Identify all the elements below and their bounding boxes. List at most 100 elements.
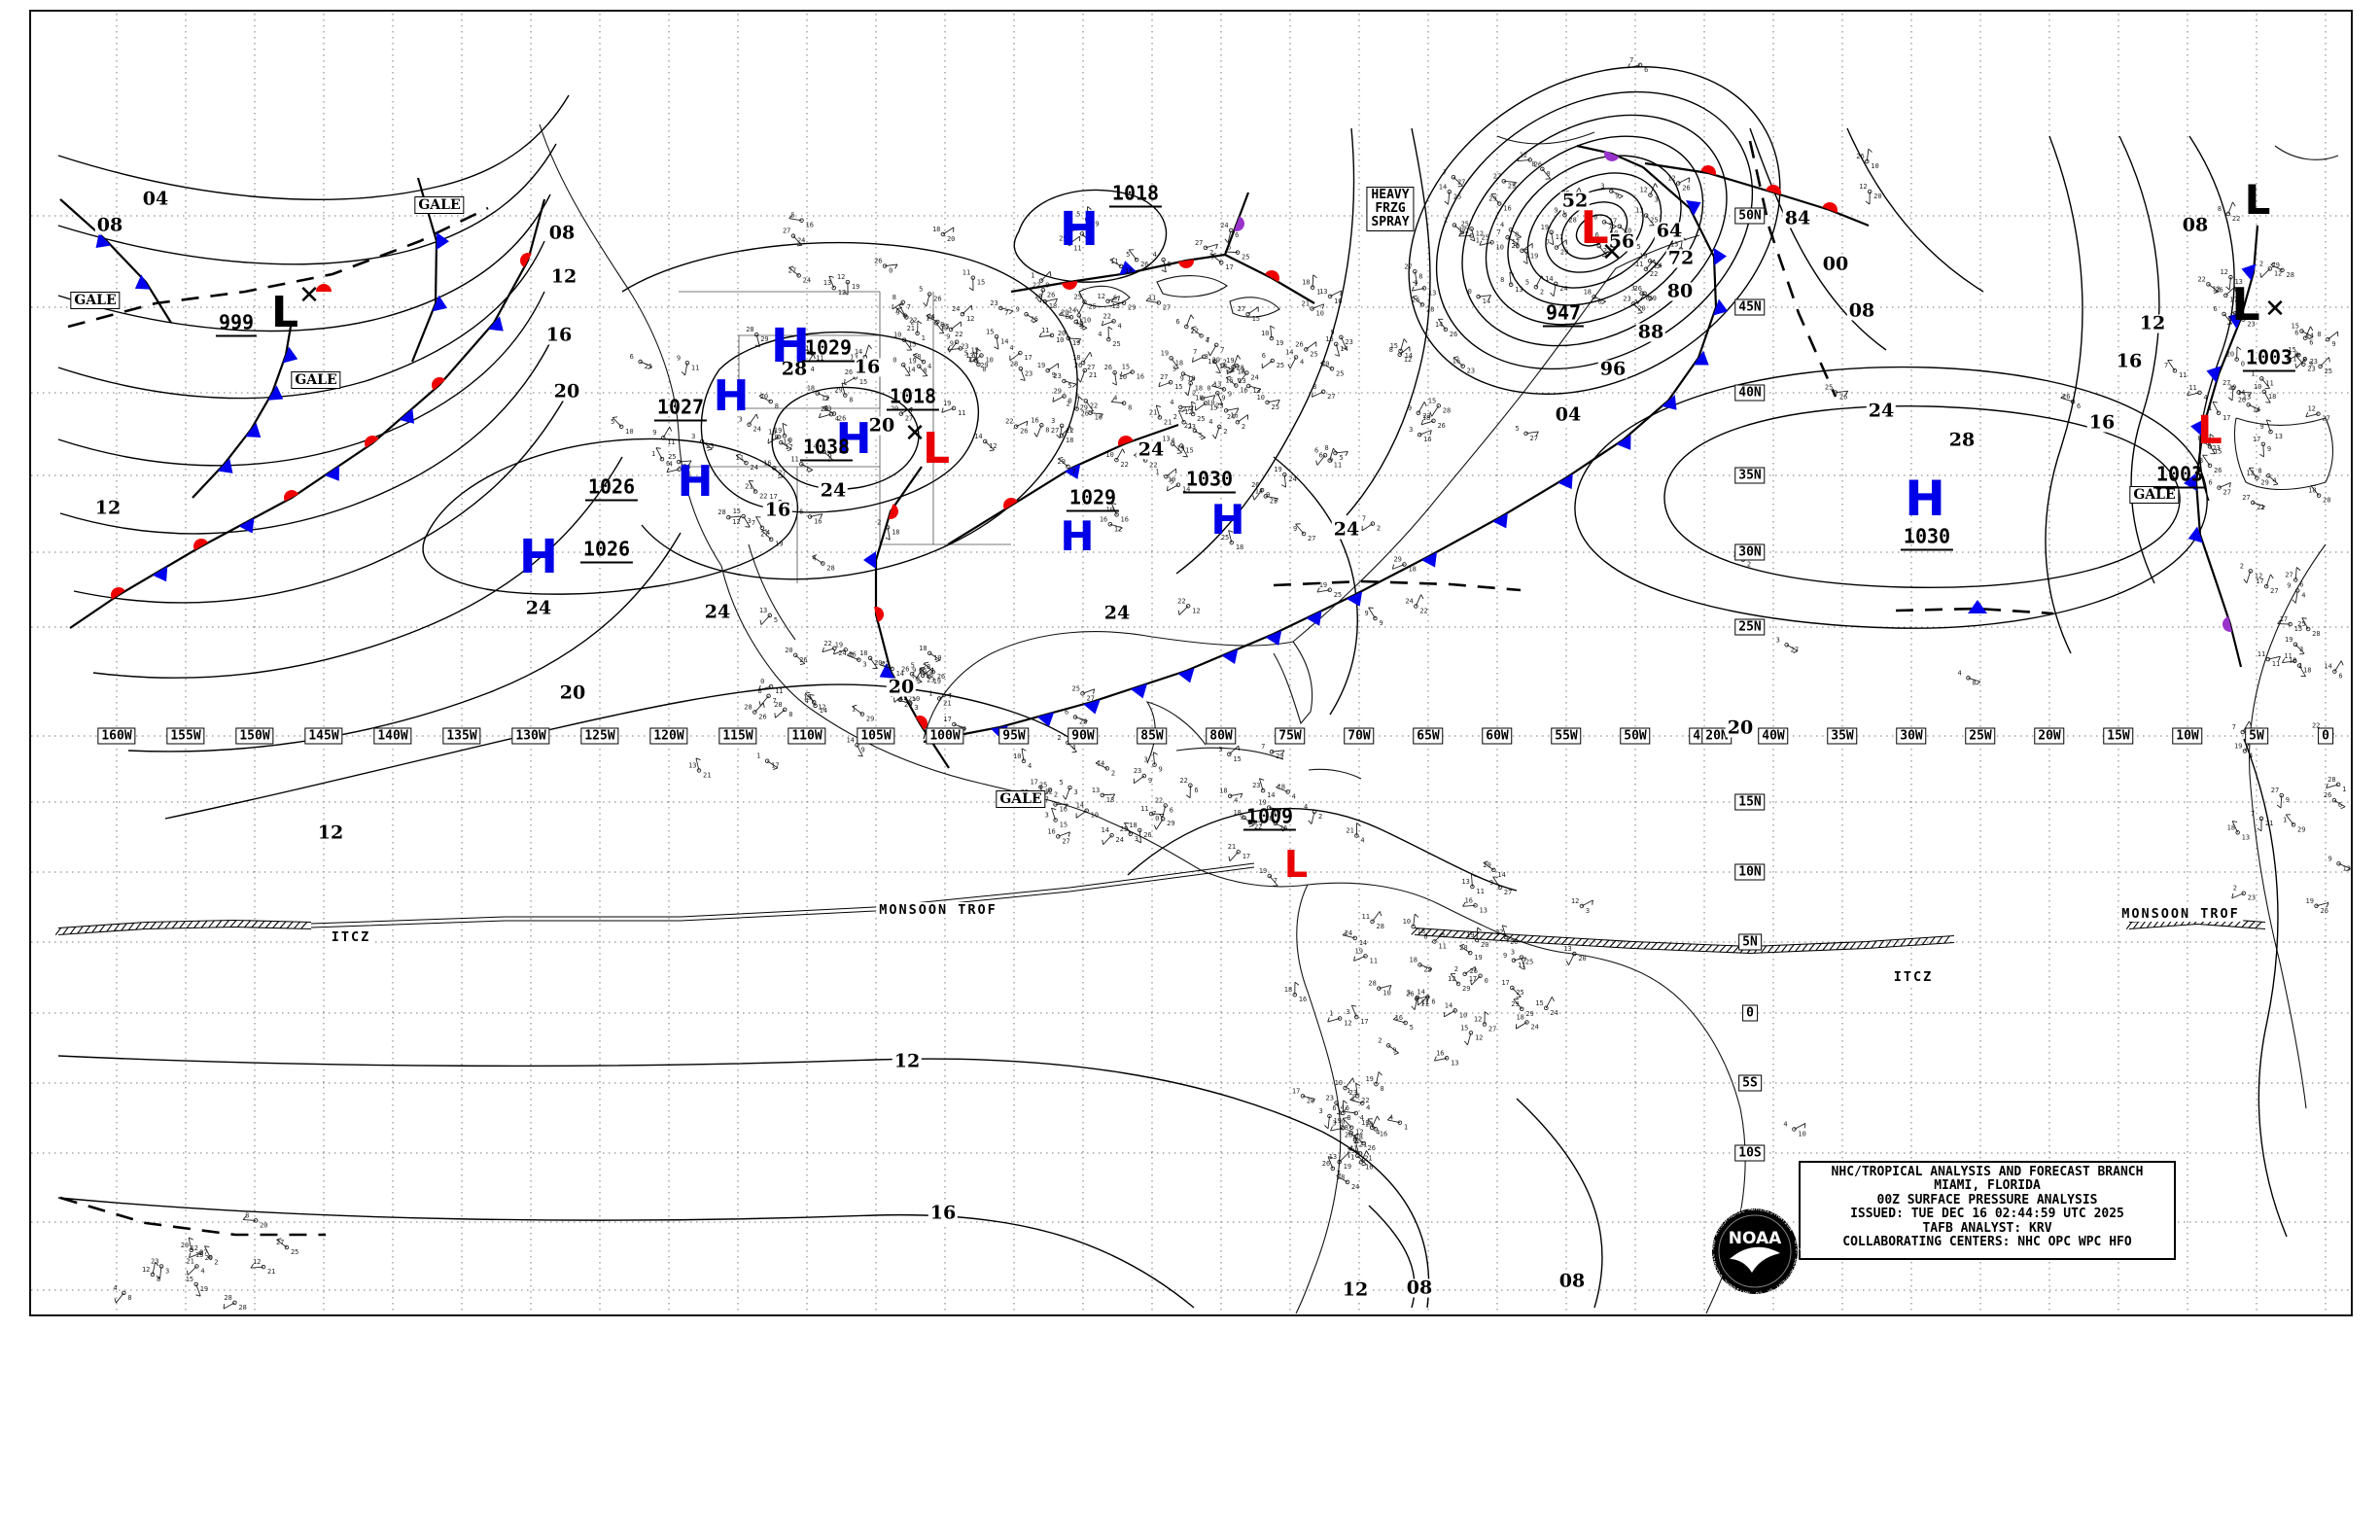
pressure-center-H-1026: H	[677, 457, 714, 507]
svg-text:18: 18	[1187, 375, 1195, 383]
svg-text:11: 11	[1362, 913, 1370, 921]
svg-text:20: 20	[1481, 941, 1488, 949]
svg-text:4: 4	[928, 363, 931, 370]
svg-text:22: 22	[955, 331, 962, 338]
itcz-label-1: ITCZ	[328, 929, 374, 945]
svg-text:16: 16	[1423, 436, 1431, 443]
svg-text:17: 17	[2253, 436, 2260, 443]
svg-text:11: 11	[667, 438, 675, 446]
svg-text:4: 4	[1118, 322, 1122, 330]
svg-text:10: 10	[1105, 451, 1113, 459]
svg-text:3: 3	[862, 661, 866, 669]
svg-text:1: 1	[1404, 1124, 1408, 1132]
pressure-center-H-1030: H	[1905, 471, 1945, 527]
svg-text:10: 10	[985, 357, 993, 365]
svg-text:19: 19	[1333, 1117, 1341, 1125]
svg-text:9: 9	[912, 667, 916, 675]
svg-text:12: 12	[966, 315, 974, 323]
svg-text:12: 12	[822, 395, 829, 402]
svg-text:18: 18	[919, 645, 927, 652]
svg-text:4: 4	[1171, 438, 1174, 445]
svg-text:17: 17	[2222, 414, 2230, 422]
svg-text:11: 11	[1073, 245, 1081, 253]
svg-text:15: 15	[1209, 404, 1217, 412]
svg-text:20: 20	[760, 393, 768, 401]
pressure-value-1003: 1003	[2152, 463, 2207, 489]
svg-text:23: 23	[1188, 423, 1196, 431]
svg-text:0: 0	[1341, 1119, 1345, 1127]
svg-text:16: 16	[1031, 416, 1038, 424]
svg-text:13: 13	[1329, 1153, 1337, 1161]
svg-text:23: 23	[1025, 369, 1032, 377]
isobar-label-08-30: 08	[1846, 299, 1877, 322]
svg-text:15: 15	[1233, 755, 1241, 763]
svg-text:3: 3	[1073, 788, 1077, 796]
pressure-value-1018: 1018	[1108, 182, 1163, 208]
svg-text:6: 6	[1431, 998, 1435, 1005]
svg-text:26: 26	[1406, 990, 1414, 998]
svg-text:26: 26	[1047, 291, 1055, 298]
svg-text:9: 9	[2331, 340, 2335, 348]
svg-text:15: 15	[970, 347, 978, 355]
svg-text:8: 8	[775, 402, 779, 410]
svg-text:0: 0	[2232, 311, 2236, 319]
svg-text:19: 19	[1072, 339, 1080, 347]
svg-text:8: 8	[1423, 932, 1427, 940]
svg-text:26: 26	[2214, 467, 2222, 474]
info-line-analyst: TAFB ANALYST: KRV	[1922, 1220, 2052, 1236]
svg-text:20: 20	[1321, 360, 1329, 368]
info-line-city: MIAMI, FLORIDA	[1934, 1178, 2041, 1194]
svg-text:13: 13	[850, 354, 858, 362]
svg-text:15: 15	[2214, 447, 2222, 455]
svg-text:28: 28	[1345, 1131, 1352, 1138]
svg-text:13: 13	[967, 356, 975, 364]
svg-text:16: 16	[1299, 996, 1307, 1003]
svg-text:15: 15	[1460, 1024, 1468, 1032]
svg-text:18: 18	[1049, 302, 1057, 310]
svg-text:16: 16	[1240, 387, 1247, 395]
svg-text:28: 28	[1426, 305, 1434, 313]
svg-text:4: 4	[1376, 1129, 1380, 1137]
svg-text:23: 23	[990, 299, 998, 307]
svg-text:12: 12	[2274, 269, 2282, 277]
svg-text:23: 23	[1252, 782, 1260, 789]
isobar-label-96-26: 96	[1597, 358, 1628, 380]
svg-text:6: 6	[799, 508, 803, 515]
svg-text:10: 10	[1382, 990, 1390, 998]
svg-text:28: 28	[1459, 944, 1467, 952]
svg-text:21: 21	[683, 471, 691, 478]
svg-text:9: 9	[1330, 329, 1334, 336]
svg-text:26: 26	[1470, 967, 1478, 975]
svg-text:8: 8	[849, 396, 853, 403]
svg-text:26: 26	[1322, 1160, 1330, 1168]
pressure-value-1030: 1030	[1182, 468, 1237, 494]
svg-text:7: 7	[1004, 309, 1008, 317]
warning-line-2: FRZG	[1375, 201, 1406, 216]
svg-text:12: 12	[732, 518, 740, 526]
longitude-label-160W: 160W	[97, 727, 136, 745]
svg-text:2: 2	[1111, 769, 1115, 777]
svg-text:26: 26	[838, 415, 846, 423]
isobar-label-16-4: 16	[543, 324, 575, 346]
svg-text:5: 5	[1168, 261, 1172, 268]
isobar-label-08-31: 08	[2180, 214, 2211, 236]
svg-text:11: 11	[1110, 258, 1118, 265]
svg-text:8: 8	[2294, 350, 2298, 358]
svg-text:0: 0	[1068, 398, 1071, 405]
svg-text:2: 2	[1054, 790, 1058, 798]
svg-text:25: 25	[1525, 959, 1533, 966]
svg-text:7: 7	[752, 519, 755, 527]
isobar-label-88-25: 88	[1635, 321, 1666, 343]
svg-text:2: 2	[1192, 390, 1196, 398]
svg-text:4: 4	[1300, 358, 1304, 366]
svg-text:15: 15	[1185, 447, 1193, 455]
svg-text:7: 7	[1045, 795, 1049, 803]
latitude-label-25N: 25N	[1734, 618, 1766, 636]
pressure-center-L-14: L	[2244, 176, 2271, 224]
svg-text:9: 9	[1392, 1046, 1396, 1054]
isobar-label-04-27: 04	[1553, 403, 1584, 426]
svg-text:6: 6	[2294, 330, 2298, 337]
svg-text:1: 1	[2292, 356, 2296, 364]
svg-text:11: 11	[1140, 805, 1148, 813]
pressure-center-L-1003: L	[2197, 408, 2222, 453]
